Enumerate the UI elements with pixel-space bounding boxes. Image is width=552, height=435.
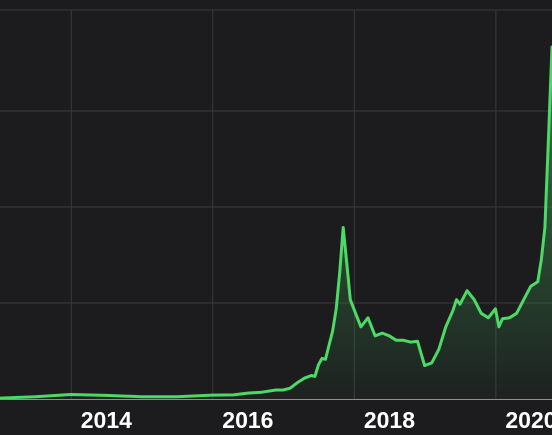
x-axis: 2014 2016 2018 2020 xyxy=(81,407,552,433)
x-tick-label: 2016 xyxy=(222,407,273,433)
price-area xyxy=(0,47,552,399)
x-tick-label: 2018 xyxy=(364,407,415,433)
x-tick-label: 2020 xyxy=(505,407,552,433)
x-tick-label: 2014 xyxy=(81,407,132,433)
